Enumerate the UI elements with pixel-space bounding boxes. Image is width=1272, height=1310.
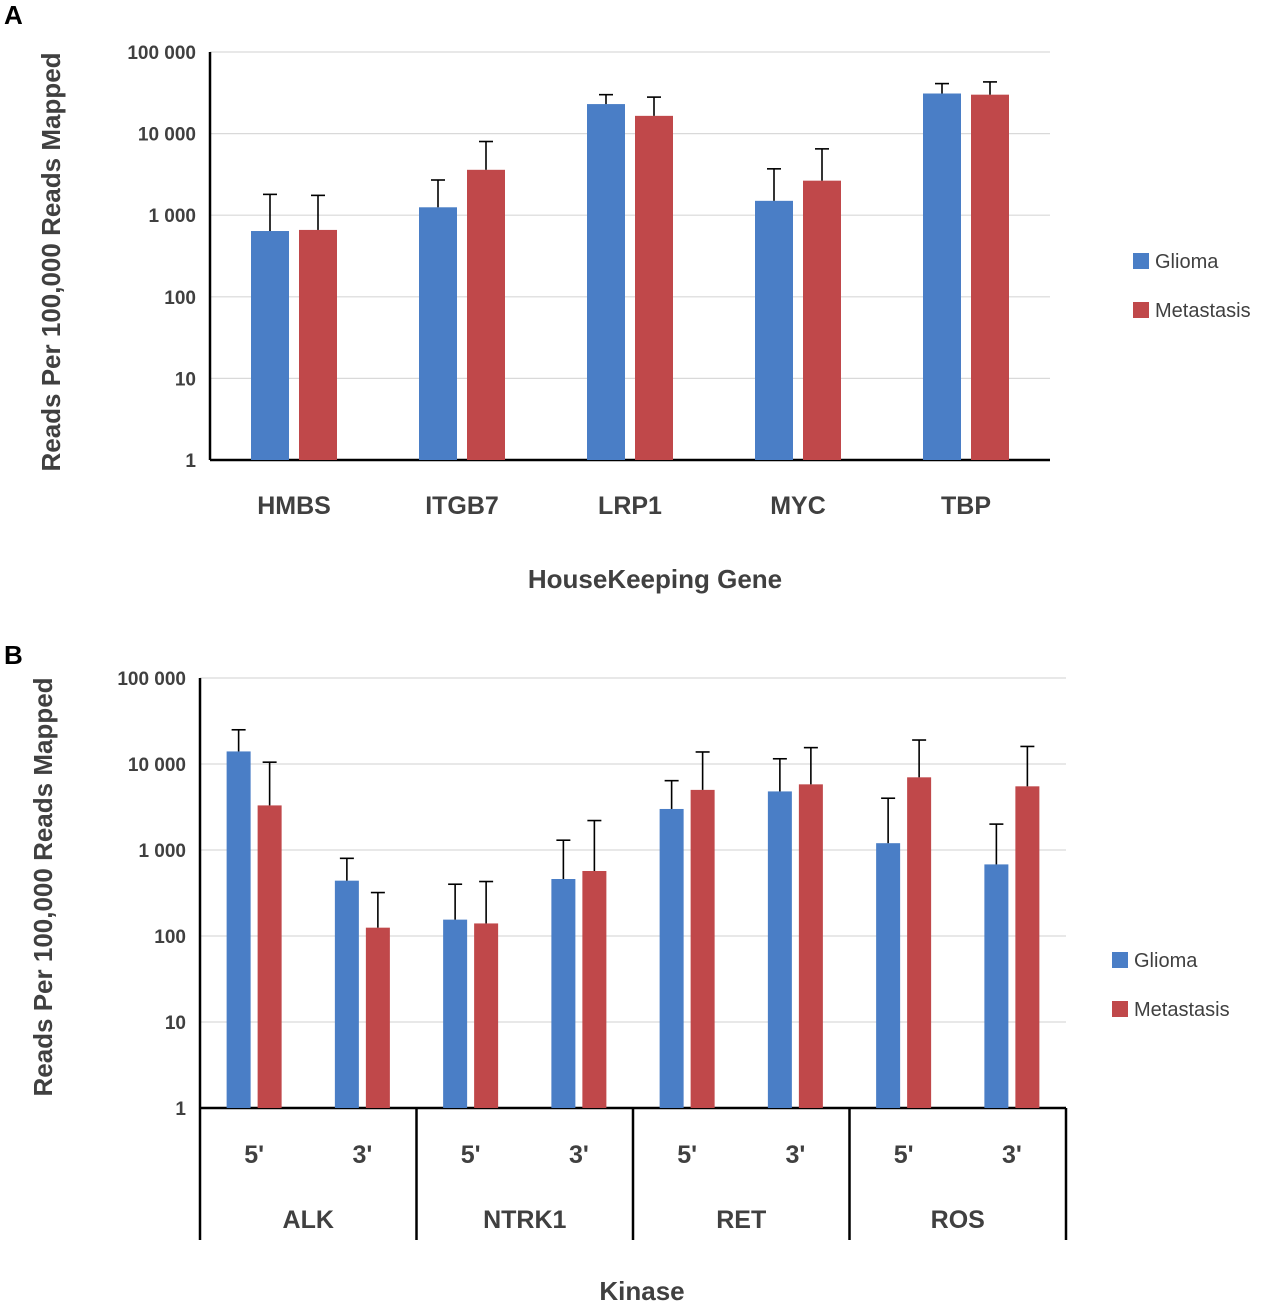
bar-b-glioma	[334, 880, 359, 1108]
bar-a-metastasis	[803, 180, 841, 460]
bar-a-metastasis	[299, 229, 337, 460]
x-subcategory-label-b: 5'	[244, 1141, 264, 1169]
x-subcategory-label-b: 5'	[894, 1141, 914, 1169]
x-category-label-a: TBP	[941, 492, 991, 520]
y-tick-label-a: 10	[175, 369, 196, 390]
bar-b-metastasis	[907, 777, 932, 1108]
x-group-label-b: ALK	[283, 1206, 334, 1234]
bar-a-glioma	[923, 93, 961, 460]
legend-label-glioma-b: Glioma	[1134, 950, 1198, 972]
panel-a: A Reads Per 100,000 Reads Mapped HouseKe…	[4, 0, 1251, 594]
panel-label-b: B	[4, 640, 23, 670]
legend-label-metastasis-b: Metastasis	[1134, 999, 1230, 1021]
x-subcategory-label-b: 3'	[352, 1141, 372, 1169]
x-group-label-b: ROS	[931, 1206, 985, 1234]
x-category-label-a: MYC	[770, 492, 826, 520]
bar-b-metastasis	[365, 927, 390, 1108]
plot-area-b: 1 10 100 1 000 10 000 100 000 5' 3' 5' 3' 5' 3' 5' 3'…	[117, 669, 1068, 1240]
legend-b: Glioma Metastasis	[1112, 950, 1230, 1021]
bar-b-metastasis	[690, 789, 715, 1108]
x-subcategory-label-b: 3'	[1002, 1141, 1022, 1169]
y-tick-label-b: 100 000	[117, 669, 186, 690]
y-tick-label-a: 10 000	[138, 125, 196, 146]
x-axis-label-a: HouseKeeping Gene	[528, 564, 782, 594]
bar-b-glioma	[226, 751, 251, 1108]
y-tick-label-a: 1	[185, 451, 196, 472]
bar-a-glioma	[419, 207, 457, 460]
bar-b-metastasis	[582, 870, 607, 1108]
bar-a-metastasis	[635, 115, 673, 461]
bar-b-metastasis	[474, 923, 499, 1108]
bar-b-metastasis	[1015, 786, 1040, 1108]
panel-label-a: A	[4, 0, 23, 30]
x-group-label-b: NTRK1	[483, 1206, 566, 1234]
y-tick-label-a: 1 000	[148, 206, 196, 227]
x-group-label-b: RET	[716, 1206, 766, 1234]
legend-swatch-glioma-b	[1112, 952, 1128, 968]
legend-swatch-metastasis-a	[1133, 302, 1149, 318]
y-tick-label-b: 1	[175, 1099, 186, 1120]
y-axis-label-b: Reads Per 100,000 Reads Mapped	[28, 677, 58, 1096]
bar-b-glioma	[984, 864, 1009, 1108]
x-subcategory-label-b: 5'	[461, 1141, 481, 1169]
bar-a-metastasis	[467, 169, 505, 460]
x-category-label-a: HMBS	[257, 492, 331, 520]
bar-b-metastasis	[798, 784, 823, 1108]
legend-a: Glioma Metastasis	[1133, 251, 1251, 322]
bar-b-glioma	[443, 919, 468, 1108]
x-category-label-a: ITGB7	[425, 492, 499, 520]
x-subcategory-label-b: 3'	[569, 1141, 589, 1169]
bar-b-glioma	[767, 791, 792, 1108]
x-subcategory-label-b: 3'	[785, 1141, 805, 1169]
bar-b-glioma	[876, 843, 901, 1108]
x-category-label-a: LRP1	[598, 492, 662, 520]
y-tick-label-b: 10 000	[128, 755, 186, 776]
y-axis-label-a: Reads Per 100,000 Reads Mapped	[36, 52, 66, 471]
legend-swatch-glioma-a	[1133, 253, 1149, 269]
y-tick-label-a: 100	[164, 288, 196, 309]
bar-b-glioma	[659, 808, 684, 1108]
y-tick-label-a: 100 000	[127, 43, 196, 64]
x-axis-label-b: Kinase	[599, 1276, 684, 1306]
bar-a-glioma	[587, 104, 625, 460]
y-tick-label-b: 10	[165, 1013, 186, 1034]
panel-b: B Reads Per 100,000 Reads Mapped Kinase …	[4, 640, 1230, 1306]
bar-a-glioma	[755, 200, 793, 461]
y-tick-label-b: 100	[154, 927, 186, 948]
legend-swatch-metastasis-b	[1112, 1001, 1128, 1017]
x-subcategory-label-b: 5'	[677, 1141, 697, 1169]
plot-area-a: 1 10 100 1 000 10 000 100 000 HMBS ITGB7 LRP1 MYC…	[127, 43, 1050, 520]
y-tick-label-b: 1 000	[138, 841, 186, 862]
legend-label-metastasis-a: Metastasis	[1155, 300, 1251, 322]
bar-a-metastasis	[971, 94, 1009, 461]
bar-b-glioma	[551, 879, 576, 1108]
bar-b-metastasis	[257, 805, 282, 1108]
bar-a-glioma	[251, 231, 289, 460]
legend-label-glioma-a: Glioma	[1155, 251, 1219, 273]
